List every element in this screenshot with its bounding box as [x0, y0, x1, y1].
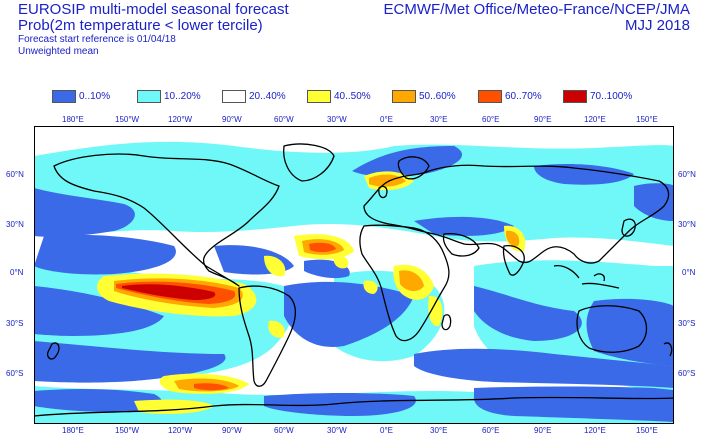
legend-item-60-70: 60..70% [478, 88, 542, 104]
lat-label-right: 0°N [682, 268, 696, 277]
lon-label-bottom: 180°E [62, 426, 84, 435]
lat-label-left: 30°S [6, 319, 24, 328]
lon-label-top: 60°E [482, 115, 500, 124]
lon-label-top: 120°W [168, 115, 193, 124]
lon-label-top: 90°E [534, 115, 552, 124]
legend-swatch [307, 89, 331, 103]
legend-item-10-20: 10..20% [137, 88, 201, 104]
lat-label-right: 30°S [678, 319, 696, 328]
legend-item-20-40: 20..40% [222, 88, 286, 104]
weighting-text: Unweighted mean [18, 46, 99, 57]
legend-label: 50..60% [419, 90, 456, 102]
legend-swatch [478, 89, 502, 103]
lon-label-top: 30°E [430, 115, 448, 124]
legend-item-0-10: 0..10% [52, 88, 110, 104]
dark-red-regions [122, 284, 216, 300]
lon-label-top: 30°W [327, 115, 347, 124]
legend-swatch [563, 89, 587, 103]
eurasia-coast [363, 164, 670, 264]
lat-label-left: 30°N [6, 220, 24, 229]
lon-label-bottom: 30°E [430, 426, 448, 435]
lat-label-left: 0°N [10, 268, 24, 277]
legend-swatch [137, 89, 161, 103]
antarctica-coast [34, 396, 674, 417]
legend-label: 40..50% [334, 90, 371, 102]
lat-label-right: 60°N [678, 170, 696, 179]
japan-coast [621, 218, 636, 237]
lon-label-bottom: 150°E [636, 426, 658, 435]
legend-swatch [392, 89, 416, 103]
season-title: MJJ 2018 [624, 17, 690, 34]
arabia-coast [442, 232, 480, 257]
title-block-right: ECMWF/Met Office/Meteo-France/NCEP/JMA M… [384, 2, 690, 34]
lat-label-right: 60°S [678, 369, 696, 378]
lon-label-top: 150°E [636, 115, 658, 124]
lon-label-top: 0°E [380, 115, 393, 124]
lon-label-bottom: 60°W [274, 426, 294, 435]
lon-label-top: 90°W [222, 115, 242, 124]
blue-regions [34, 146, 674, 422]
lon-label-bottom: 90°W [222, 426, 242, 435]
lon-label-bottom: 120°W [168, 426, 193, 435]
forecast-system-title: EUROSIP multi-model seasonal forecast [18, 1, 289, 18]
new-zealand-coast [46, 342, 673, 360]
legend-swatch [52, 89, 76, 103]
probability-legend: 0..10% 10..20% 20..40% 40..50% 50..60% 6… [0, 88, 706, 104]
lon-label-top: 150°W [115, 115, 140, 124]
lon-label-bottom: 150°W [115, 426, 140, 435]
north-america-coast [53, 153, 280, 287]
africa-coast [359, 224, 450, 342]
centres-title: ECMWF/Met Office/Meteo-France/NCEP/JMA [383, 1, 690, 18]
legend-item-70-100: 70..100% [563, 88, 632, 104]
legend-label: 60..70% [505, 90, 542, 102]
lon-label-top: 180°E [62, 115, 84, 124]
india-coast [502, 245, 525, 276]
australia-coast [576, 305, 648, 353]
lat-label-right: 30°N [678, 220, 696, 229]
map-frame [34, 126, 674, 424]
legend-swatch [222, 89, 246, 103]
legend-label: 70..100% [590, 90, 633, 102]
lon-label-bottom: 90°E [534, 426, 552, 435]
legend-label: 20..40% [249, 90, 286, 102]
coastlines [34, 143, 674, 417]
indonesia-coast [553, 265, 620, 289]
title-block-left: EUROSIP multi-model seasonal forecast Pr… [18, 2, 289, 58]
legend-label: 10..20% [164, 90, 201, 102]
scandinavia-coast [397, 156, 430, 180]
lon-label-bottom: 60°E [482, 426, 500, 435]
lon-label-bottom: 120°E [584, 426, 606, 435]
madagascar-coast [441, 314, 452, 331]
lon-label-top: 60°W [274, 115, 294, 124]
legend-label: 0..10% [79, 90, 111, 102]
legend-item-50-60: 50..60% [392, 88, 456, 104]
legend-item-40-50: 40..50% [307, 88, 371, 104]
probability-map [34, 126, 674, 424]
lat-label-left: 60°S [6, 369, 24, 378]
uk-coast [378, 185, 388, 199]
variable-title: Prob(2m temperature < lower tercile) [18, 17, 263, 34]
lon-label-bottom: 30°W [327, 426, 347, 435]
lon-label-top: 120°E [584, 115, 606, 124]
lon-label-bottom: 0°E [380, 426, 393, 435]
south-america-coast [238, 285, 297, 387]
start-reference-text: Forecast start reference is 01/04/18 [18, 34, 176, 45]
lat-label-left: 60°N [6, 170, 24, 179]
greenland-coast [283, 143, 335, 182]
